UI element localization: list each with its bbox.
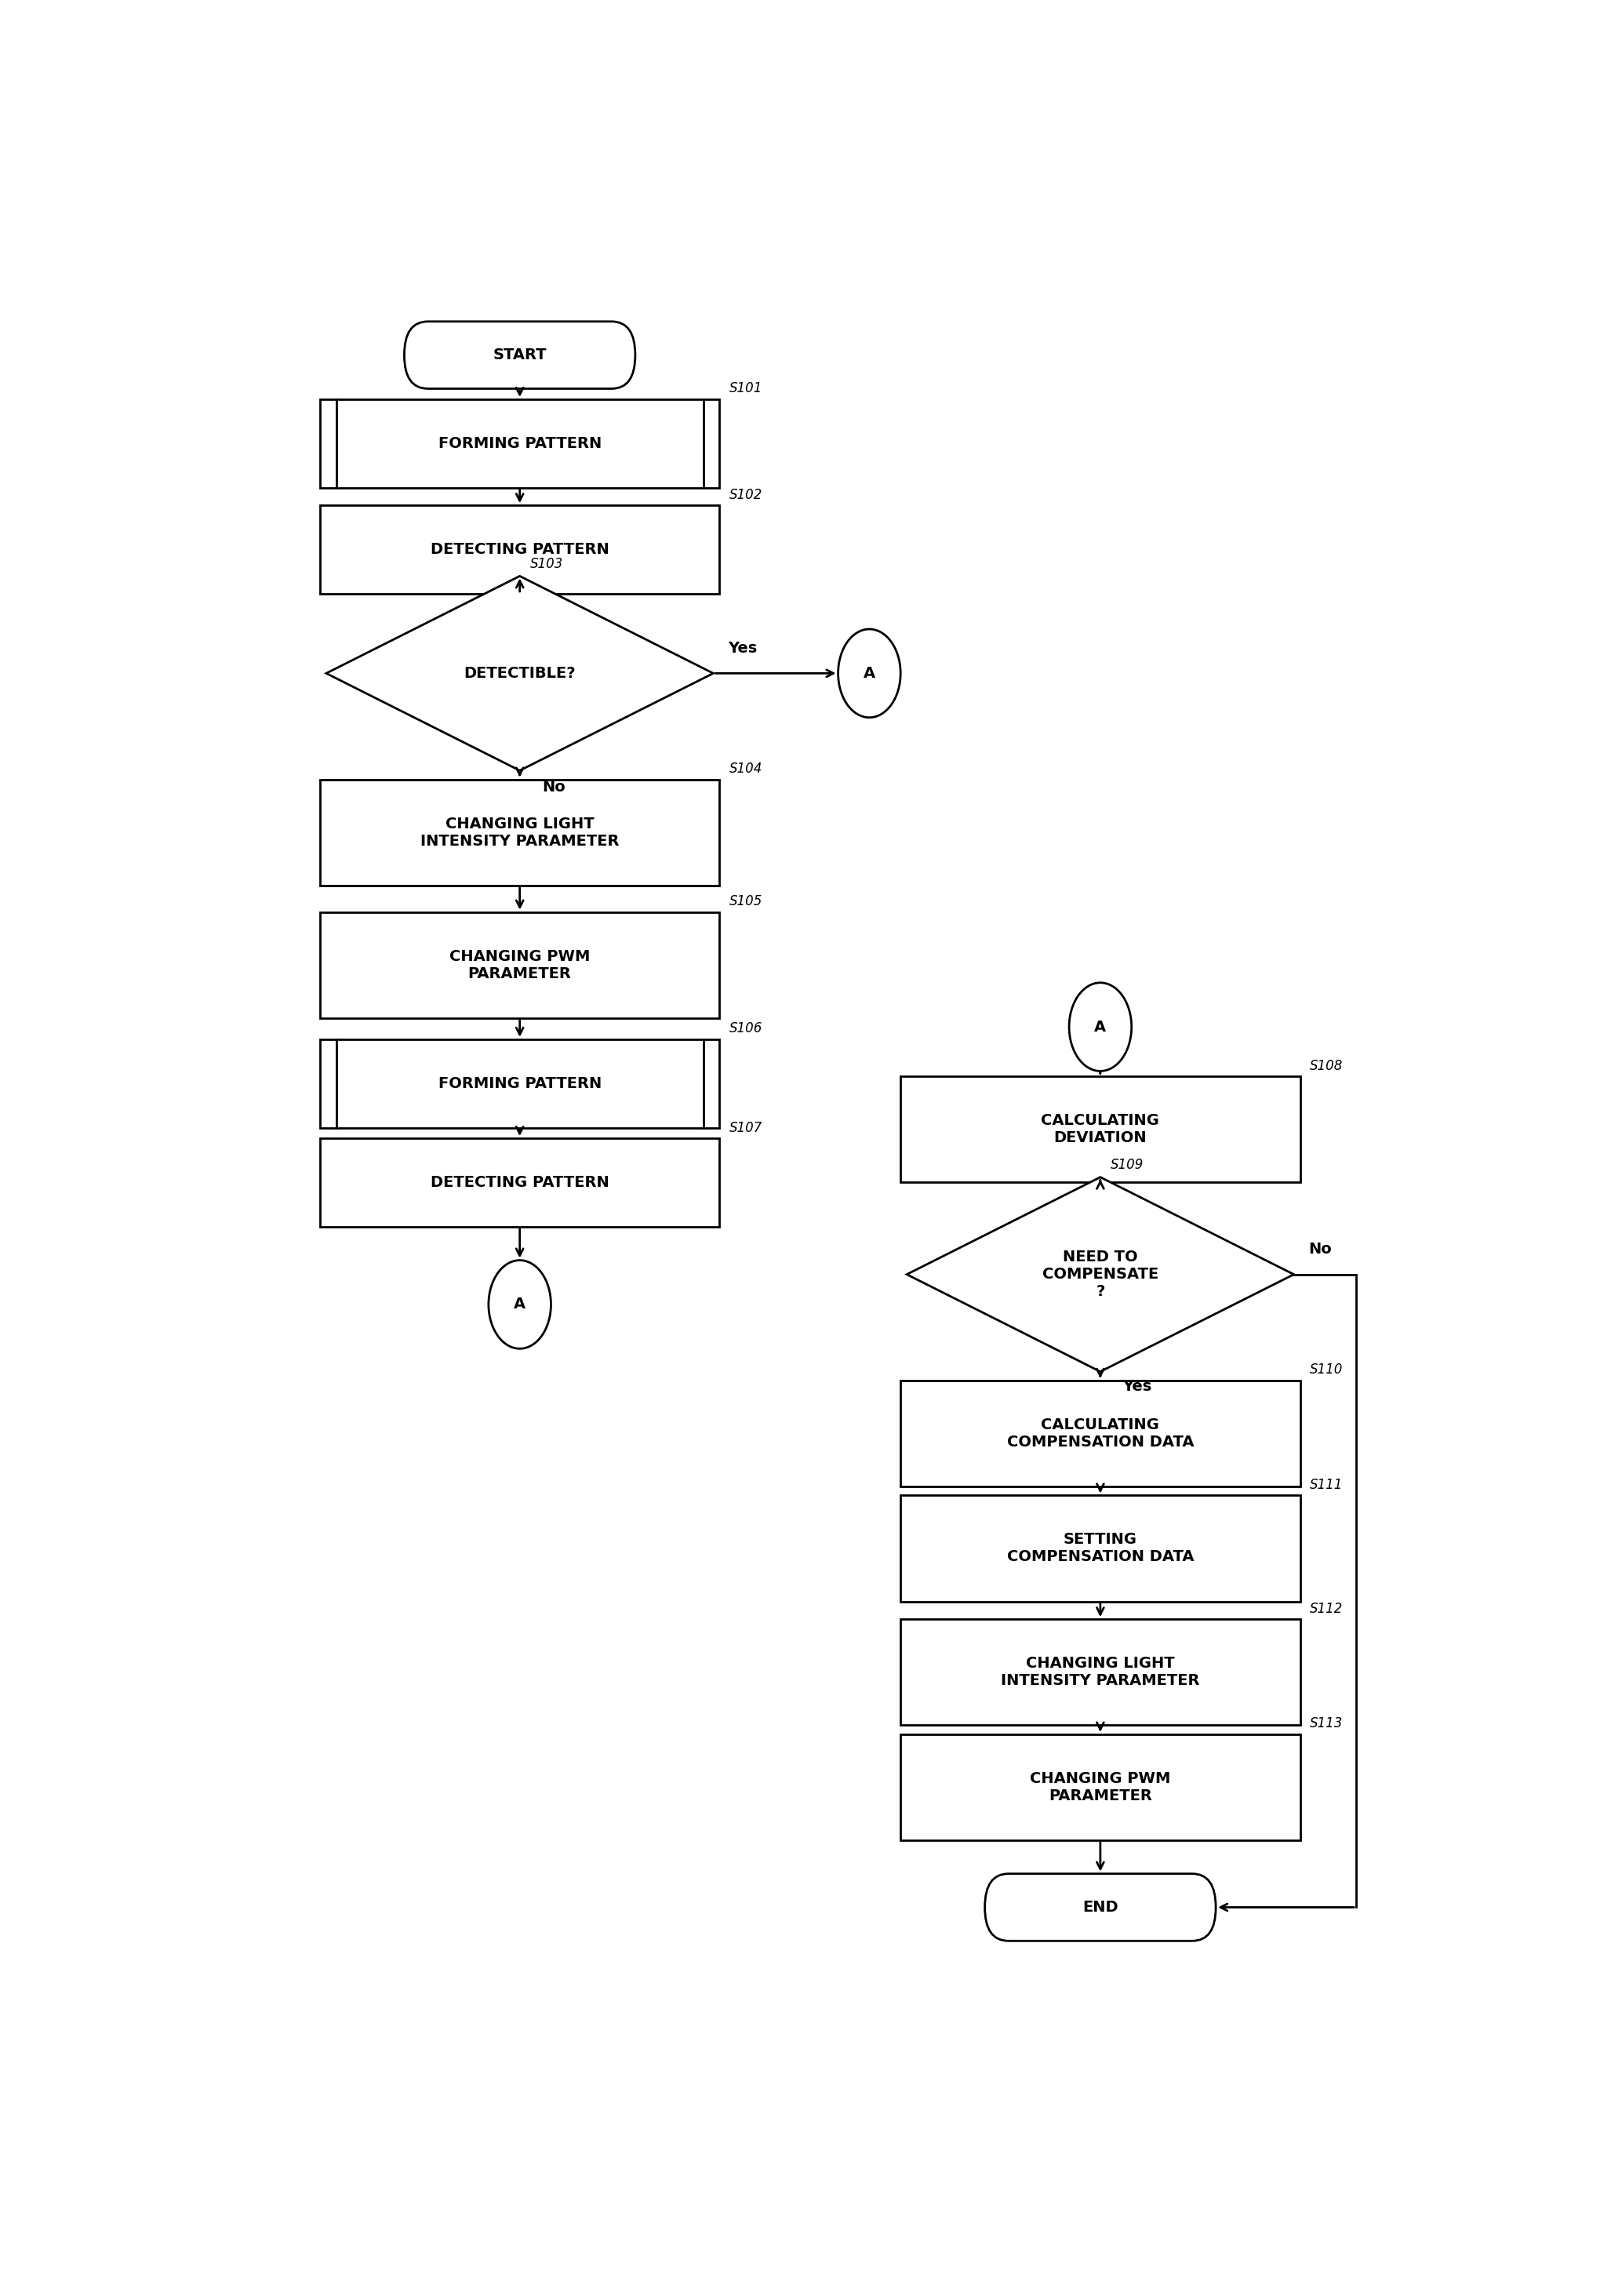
Text: DETECTIBLE?: DETECTIBLE? <box>464 666 575 680</box>
Text: CHANGING LIGHT
INTENSITY PARAMETER: CHANGING LIGHT INTENSITY PARAMETER <box>1000 1655 1200 1688</box>
Text: DETECTING PATTERN: DETECTING PATTERN <box>430 542 609 558</box>
FancyBboxPatch shape <box>321 505 720 595</box>
Text: DETECTING PATTERN: DETECTING PATTERN <box>430 1176 609 1189</box>
Text: S107: S107 <box>730 1120 762 1134</box>
FancyBboxPatch shape <box>901 1619 1300 1724</box>
Text: S102: S102 <box>730 487 762 503</box>
Text: FORMING PATTERN: FORMING PATTERN <box>438 1077 601 1091</box>
Text: S111: S111 <box>1310 1479 1344 1492</box>
Text: SETTING
COMPENSATION DATA: SETTING COMPENSATION DATA <box>1007 1531 1194 1564</box>
Text: END: END <box>1083 1899 1118 1915</box>
Text: S108: S108 <box>1310 1058 1344 1072</box>
FancyBboxPatch shape <box>321 912 720 1017</box>
Circle shape <box>838 629 901 716</box>
Text: A: A <box>514 1297 525 1311</box>
Text: FORMING PATTERN: FORMING PATTERN <box>438 436 601 450</box>
Polygon shape <box>327 576 714 771</box>
Text: CHANGING PWM
PARAMETER: CHANGING PWM PARAMETER <box>449 948 590 980</box>
FancyBboxPatch shape <box>321 1139 720 1226</box>
Text: No: No <box>543 778 565 794</box>
FancyBboxPatch shape <box>901 1495 1300 1603</box>
FancyBboxPatch shape <box>901 1077 1300 1182</box>
FancyBboxPatch shape <box>321 400 720 487</box>
Text: S104: S104 <box>730 762 762 776</box>
FancyBboxPatch shape <box>321 1040 720 1127</box>
Text: NEED TO
COMPENSATE
?: NEED TO COMPENSATE ? <box>1042 1249 1158 1300</box>
Text: S109: S109 <box>1110 1157 1144 1171</box>
Text: S105: S105 <box>730 895 762 909</box>
Text: S103: S103 <box>530 556 562 572</box>
Text: No: No <box>1308 1242 1332 1256</box>
FancyBboxPatch shape <box>404 321 635 388</box>
Text: CHANGING LIGHT
INTENSITY PARAMETER: CHANGING LIGHT INTENSITY PARAMETER <box>420 817 619 850</box>
FancyBboxPatch shape <box>321 778 720 886</box>
FancyBboxPatch shape <box>984 1874 1216 1940</box>
Text: S101: S101 <box>730 381 762 395</box>
Text: CALCULATING
COMPENSATION DATA: CALCULATING COMPENSATION DATA <box>1007 1417 1194 1449</box>
Polygon shape <box>907 1178 1294 1371</box>
Text: S110: S110 <box>1310 1364 1344 1378</box>
Circle shape <box>1070 983 1131 1070</box>
Text: CALCULATING
DEVIATION: CALCULATING DEVIATION <box>1041 1114 1160 1146</box>
Text: CHANGING PWM
PARAMETER: CHANGING PWM PARAMETER <box>1029 1770 1171 1802</box>
FancyBboxPatch shape <box>901 1380 1300 1486</box>
FancyBboxPatch shape <box>901 1733 1300 1839</box>
Text: S106: S106 <box>730 1022 762 1035</box>
Text: A: A <box>1094 1019 1107 1033</box>
Text: Yes: Yes <box>1123 1378 1152 1394</box>
Circle shape <box>488 1261 551 1348</box>
Text: START: START <box>493 347 546 363</box>
Text: Yes: Yes <box>728 641 757 657</box>
Text: S112: S112 <box>1310 1603 1344 1616</box>
Text: A: A <box>863 666 875 680</box>
Text: S113: S113 <box>1310 1717 1344 1731</box>
